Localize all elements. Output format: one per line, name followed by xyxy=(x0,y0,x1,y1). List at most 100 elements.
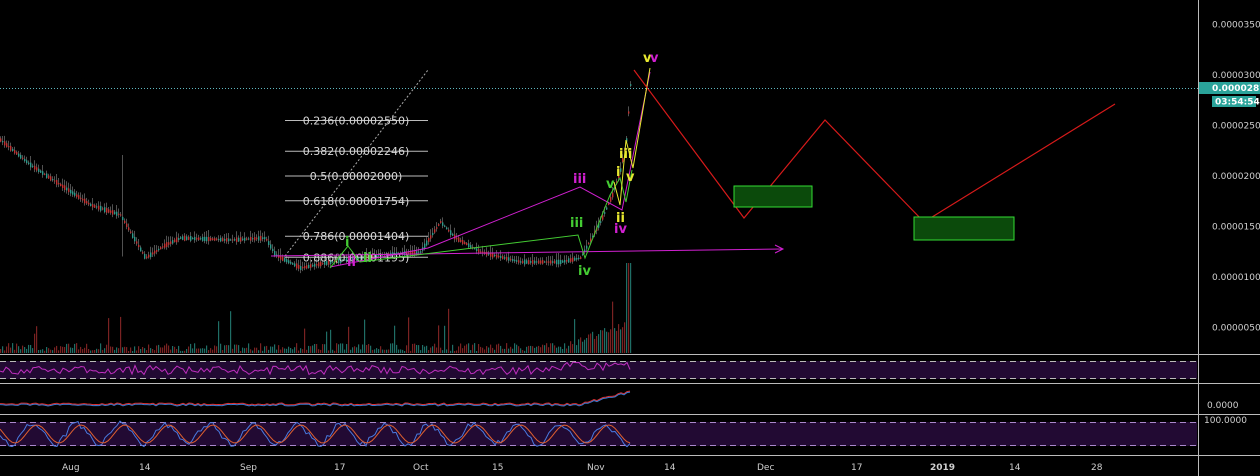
candle-body xyxy=(344,259,346,261)
volume-bar xyxy=(172,346,174,353)
volume-bar xyxy=(304,328,306,353)
candle-body xyxy=(450,230,452,235)
volume-bar xyxy=(106,344,108,353)
volume-bar xyxy=(584,339,586,353)
volume-bar xyxy=(544,345,546,353)
volume-bar xyxy=(222,350,224,353)
magenta-wave-iii: iii xyxy=(573,172,586,187)
candle-body xyxy=(320,261,322,267)
candle-body xyxy=(104,207,106,213)
candle-body xyxy=(592,235,594,237)
volume-bar xyxy=(280,349,282,353)
candle-body xyxy=(88,202,90,205)
volume-bar xyxy=(534,347,536,353)
time-label-15: 15 xyxy=(492,463,503,473)
volume-bar xyxy=(426,345,428,353)
volume-bar xyxy=(298,350,300,353)
volume-bar xyxy=(136,350,138,353)
wave-labels: ii ii i iii iii iv iv ii v i v iii v v xyxy=(345,51,659,279)
volume-bar xyxy=(446,349,448,353)
candle-body xyxy=(414,250,416,255)
volume-bar xyxy=(140,349,142,353)
green-wave-lines xyxy=(329,169,633,269)
volume-bar xyxy=(454,351,456,353)
volume-bar xyxy=(164,345,166,353)
candle-body xyxy=(514,259,516,262)
candle-body xyxy=(524,259,526,265)
candle-body xyxy=(312,264,314,267)
candle-body xyxy=(380,254,382,256)
volume-bar xyxy=(254,347,256,353)
volume-bar xyxy=(630,263,632,353)
candle-body xyxy=(178,238,180,240)
volume-bar xyxy=(252,350,254,353)
candle-body xyxy=(290,261,292,264)
yellow-wave-i: i xyxy=(616,165,620,180)
volume-bar xyxy=(196,348,198,353)
candle-body xyxy=(508,257,510,261)
candle-body xyxy=(68,188,70,193)
candle-body xyxy=(318,262,320,267)
candle-body xyxy=(150,252,152,258)
candle-body xyxy=(42,171,44,175)
volume-bar xyxy=(592,331,594,353)
candle-body xyxy=(288,260,290,264)
volume-bar xyxy=(202,348,204,353)
rsi-panel xyxy=(0,361,1197,379)
candle-body xyxy=(490,252,492,257)
candle-body xyxy=(208,237,210,242)
volume-bar xyxy=(22,345,24,353)
volume-bar xyxy=(158,344,160,353)
candle-body xyxy=(448,229,450,232)
volume-bar xyxy=(504,348,506,353)
candle-body xyxy=(240,237,242,242)
volume-bar xyxy=(186,349,188,353)
volume-bar xyxy=(438,325,440,353)
candle-body xyxy=(556,259,558,265)
volume-bar xyxy=(322,344,324,353)
price-axis-label: 0.00002000 xyxy=(1212,172,1260,182)
candle-body xyxy=(546,261,548,263)
candle-body xyxy=(82,198,84,201)
volume-bar xyxy=(334,350,336,353)
volume-bar xyxy=(4,350,6,353)
candle-body xyxy=(408,252,410,254)
volume-bar xyxy=(168,345,170,353)
volume-bar xyxy=(48,348,50,353)
candle-body xyxy=(266,238,268,241)
target-box-1[interactable] xyxy=(733,185,813,208)
fib-levels: 0.236(0.00002550) 0.382(0.00002246) 0.5(0.… xyxy=(285,115,428,264)
target-box-2[interactable] xyxy=(913,216,1015,241)
time-axis[interactable]: Aug 14 Sep 17 Oct 15 Nov 14 Dec 17 2019 … xyxy=(62,463,1103,473)
volume-bar xyxy=(564,343,566,353)
volume-bar xyxy=(490,344,492,353)
candle-body xyxy=(248,238,250,240)
candle-body xyxy=(140,247,142,252)
volume-bar xyxy=(588,334,590,353)
volume-bars xyxy=(0,263,632,353)
volume-bar xyxy=(434,343,436,353)
candle-body xyxy=(40,170,42,173)
candle-body xyxy=(500,256,502,258)
fib-trend-line xyxy=(284,69,429,257)
candle-body xyxy=(612,192,614,198)
volume-bar xyxy=(250,349,252,353)
candle-body xyxy=(108,209,110,213)
volume-bar xyxy=(628,263,630,353)
volume-bar xyxy=(124,346,126,353)
volume-bar xyxy=(340,343,342,353)
candle-body xyxy=(554,260,556,264)
candle-body xyxy=(190,236,192,241)
candle-body xyxy=(36,167,38,171)
time-label-17b: 17 xyxy=(851,463,862,473)
volume-bar xyxy=(148,344,150,353)
candle-body xyxy=(582,253,584,255)
volume-bar xyxy=(26,348,28,353)
candle-body xyxy=(418,251,420,253)
volume-bar xyxy=(166,343,168,353)
candle-body xyxy=(256,237,258,240)
volume-bar xyxy=(542,344,544,353)
